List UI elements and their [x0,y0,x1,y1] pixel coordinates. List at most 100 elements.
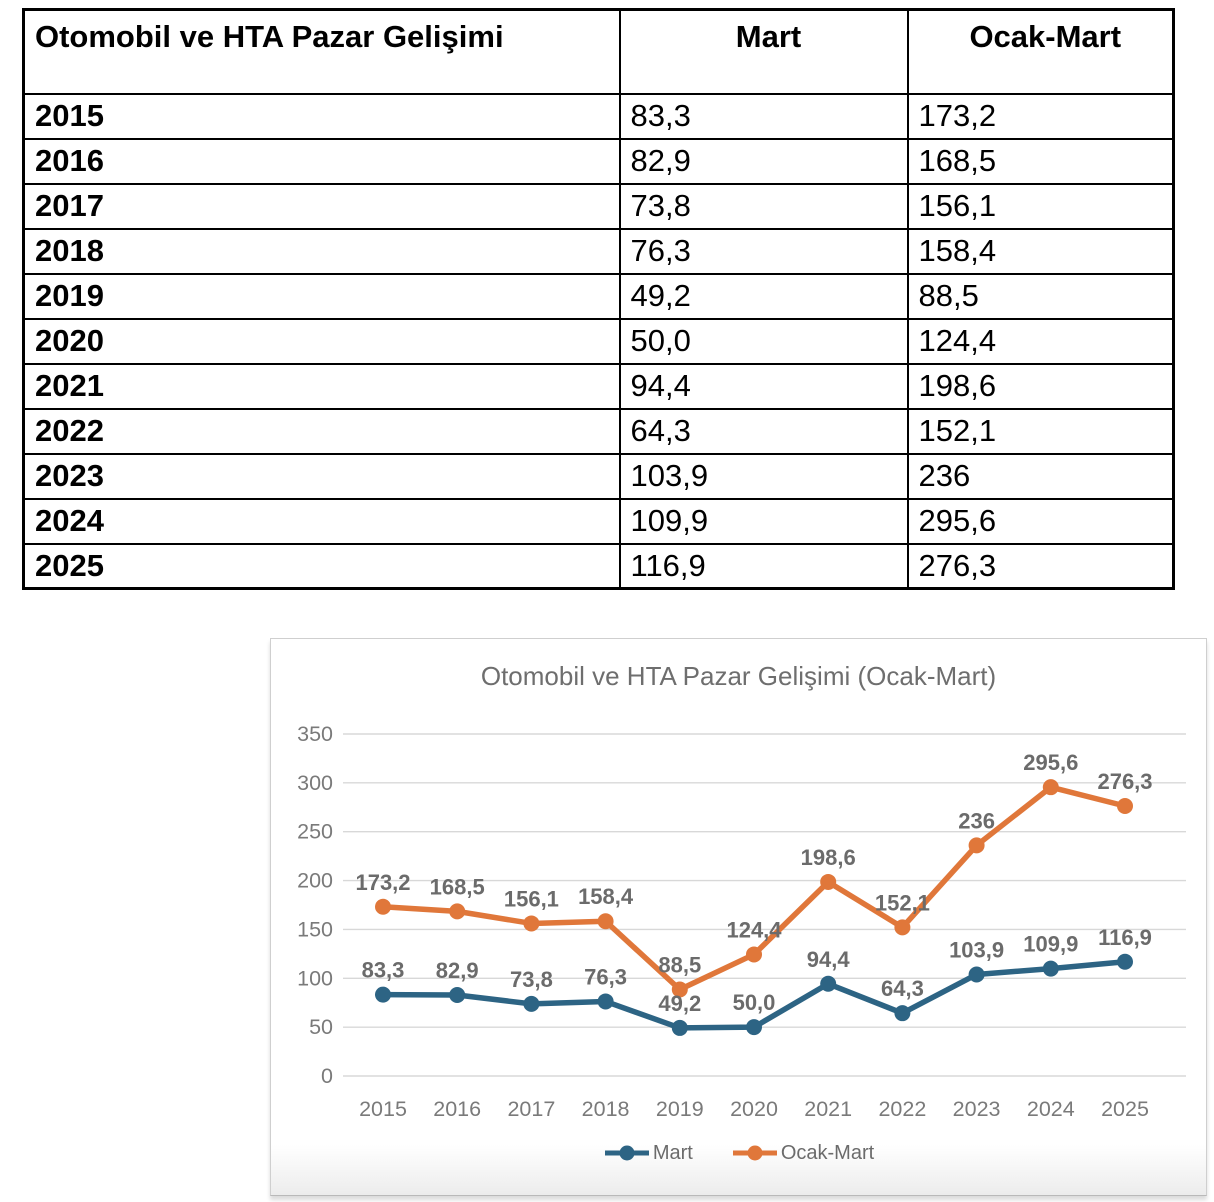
data-label: 103,9 [949,937,1004,962]
table-row: 2021 94,4 198,6 [22,362,1175,410]
ocak-mart-value-cell: 158,4 [906,227,1175,275]
x-tick-label: 2020 [730,1097,778,1121]
year-cell: 2025 [22,542,621,590]
chart-legend: Mart Ocak-Mart [271,1140,1206,1166]
market-table: Otomobil ve HTA Pazar Gelişimi Mart Ocak… [22,8,1175,590]
data-point-marker [375,986,391,1003]
table-row: 2020 50,0 124,4 [22,317,1175,365]
mart-value-cell: 73,8 [618,182,909,230]
legend-item-ocak-mart: Ocak-Mart [731,1142,874,1165]
x-tick-label: 2024 [1027,1097,1075,1121]
table-row: 2023 103,9 236 [22,452,1175,500]
y-tick-label: 350 [297,722,333,746]
ocak-mart-value-cell: 173,2 [906,92,1175,140]
y-tick-label: 200 [297,869,333,893]
data-label: 276,3 [1097,769,1152,794]
chart-container: 0 50 100 150 200 250 300 350 2015 2016 2017 2018 201… [270,638,1207,1196]
data-point-marker [746,946,762,963]
x-tick-label: 2015 [359,1097,407,1121]
data-label: 64,3 [881,976,924,1001]
year-cell: 2024 [22,497,621,545]
data-label: 49,2 [658,991,701,1016]
mart-value-cell: 103,9 [618,452,909,500]
mart-value-cell: 64,3 [618,407,909,455]
year-cell: 2015 [22,92,621,140]
legend-line-marker-icon [732,1145,777,1161]
market-table-body: 2015 83,3 173,2 2016 82,9 168,5 2017 73,… [22,92,1175,590]
data-label: 152,1 [875,890,930,915]
y-tick-label: 0 [321,1064,333,1088]
data-point-marker [968,966,985,983]
data-label: 50,0 [733,990,776,1015]
data-point-marker [746,1019,762,1036]
legend-label-ocak-mart: Ocak-Mart [780,1141,875,1164]
year-cell: 2021 [22,362,621,410]
data-label: 236 [958,808,995,833]
mart-value-cell: 83,3 [618,92,909,140]
year-cell: 2016 [22,137,621,185]
data-point-marker [1117,798,1133,815]
ocak-mart-value-cell: 236 [906,452,1175,500]
data-point-marker [1042,779,1059,796]
table-row: 2024 109,9 295,6 [22,497,1175,545]
mart-value-cell: 49,2 [618,272,909,320]
data-label: 82,9 [436,958,479,983]
data-label: 76,3 [584,964,627,989]
data-label: 73,8 [510,967,553,992]
data-label: 88,5 [658,953,701,978]
data-point-marker [449,986,466,1003]
data-point-marker [671,1019,688,1036]
data-label: 295,6 [1023,750,1078,775]
data-point-marker [894,919,911,936]
ocak-mart-value-cell: 124,4 [906,317,1175,365]
x-tick-label: 2019 [656,1097,704,1121]
data-point-marker [820,873,837,890]
mart-value-cell: 109,9 [618,497,909,545]
data-label: 83,3 [362,958,405,983]
data-point-marker [671,981,688,998]
mart-value-cell: 50,0 [618,317,909,365]
table-title: Otomobil ve HTA Pazar Gelişimi [22,8,621,95]
mart-value-cell: 76,3 [618,227,909,275]
data-label: 168,5 [430,874,485,899]
data-point-marker [1042,960,1059,977]
data-point-marker [597,913,614,930]
table-row: 2015 83,3 173,2 [22,92,1175,140]
year-cell: 2020 [22,317,621,365]
year-cell: 2023 [22,452,621,500]
x-tick-label: 2017 [507,1097,555,1121]
legend-line-marker-icon [604,1145,649,1161]
x-tick-label: 2023 [953,1097,1001,1121]
ocak-mart-value-cell: 168,5 [906,137,1175,185]
data-label: 109,9 [1023,932,1078,957]
data-point-marker [1117,953,1133,970]
table-row: 2016 82,9 168,5 [22,137,1175,185]
mart-value-cell: 82,9 [618,137,909,185]
data-point-marker [523,995,540,1012]
ocak-mart-value-cell: 88,5 [906,272,1175,320]
data-label: 158,4 [578,884,634,909]
table-row: 2018 76,3 158,4 [22,227,1175,275]
y-tick-label: 250 [297,820,333,844]
year-cell: 2019 [22,272,621,320]
data-label: 116,9 [1098,925,1152,950]
data-point-marker [597,993,614,1010]
x-tick-label: 2022 [878,1097,926,1121]
data-label: 156,1 [504,886,559,911]
table-row: 2025 116,9 276,3 [22,542,1175,590]
data-label: 124,4 [726,917,782,942]
data-label: 94,4 [807,947,851,972]
table-row: 2017 73,8 156,1 [22,182,1175,230]
ocak-mart-value-cell: 152,1 [906,407,1175,455]
data-point-marker [375,898,391,915]
year-cell: 2018 [22,227,621,275]
y-tick-label: 100 [297,966,333,990]
ocak-mart-value-cell: 156,1 [906,182,1175,230]
mart-value-cell: 116,9 [618,542,909,590]
col-header-mart: Mart [618,8,909,95]
line-chart: 0 50 100 150 200 250 300 350 2015 2016 2017 2018 201… [297,722,1186,1121]
ocak-mart-value-cell: 198,6 [906,362,1175,410]
col-header-ocak-mart: Ocak-Mart [906,8,1175,95]
data-label: 198,6 [801,845,856,870]
x-tick-label: 2021 [804,1097,852,1121]
